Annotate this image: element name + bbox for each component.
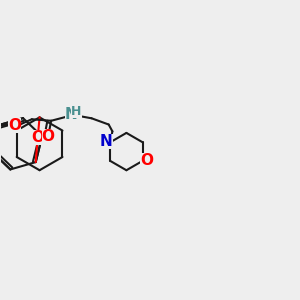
Text: O: O (31, 130, 44, 145)
Text: N: N (65, 107, 78, 122)
Text: O: O (140, 153, 153, 168)
Text: N: N (100, 134, 112, 149)
Text: H: H (71, 105, 82, 118)
Text: O: O (8, 118, 21, 133)
Text: O: O (41, 130, 55, 145)
